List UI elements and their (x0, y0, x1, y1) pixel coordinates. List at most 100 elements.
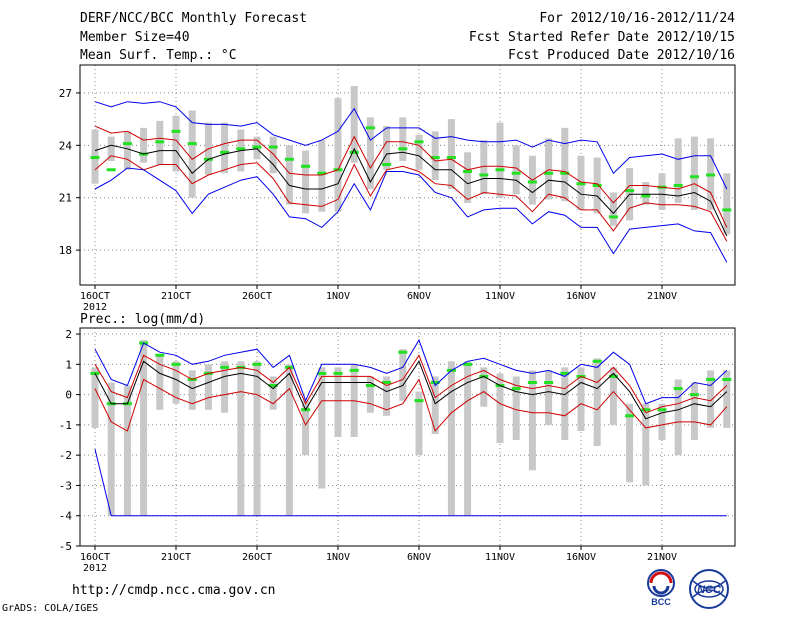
ensemble-median-marker (317, 371, 327, 375)
ensemble-median-marker (463, 362, 473, 366)
temperature-panel-title: Mean Surf. Temp.: °C (80, 48, 237, 63)
ensemble-median-marker (333, 371, 343, 375)
source-url[interactable]: http://cmdp.ncc.cma.gov.cn (72, 583, 276, 598)
ensemble-box (285, 145, 293, 205)
x-year-label: 2012 (83, 302, 107, 313)
x-tick-label: 11NOV (485, 291, 515, 302)
ensemble-median-marker (706, 173, 716, 177)
series-upper-outer (94, 101, 728, 190)
series-lower-inner (94, 378, 728, 432)
x-tick-label: 1NOV (326, 552, 350, 563)
x-tick-label: 21OCT (161, 552, 191, 563)
ensemble-box (302, 400, 310, 456)
ensemble-median-marker (252, 145, 262, 149)
ensemble-median-marker (608, 215, 618, 219)
ensemble-box (480, 140, 488, 195)
ensemble-box (415, 134, 423, 170)
ensemble-box (172, 115, 180, 172)
ensemble-box (480, 367, 488, 407)
series-upper-outer (94, 338, 728, 405)
ensemble-box (674, 138, 682, 203)
plot-frame (79, 327, 736, 547)
ensemble-median-marker (446, 156, 456, 160)
x-tick-label: 16OCT (80, 552, 110, 563)
ensemble-box (140, 127, 148, 163)
y-tick-label: -3 (59, 479, 72, 492)
ensemble-box (350, 85, 358, 163)
ensemble-median-marker (430, 381, 440, 384)
x-year-label: 2012 (83, 563, 107, 574)
ensemble-box (431, 376, 439, 434)
ensemble-box (123, 131, 131, 170)
ensemble-median-marker (625, 189, 635, 193)
ensemble-median-marker (560, 371, 570, 375)
series-lower-outer (94, 167, 728, 263)
ensemble-box (707, 370, 715, 428)
ensemble-box (609, 367, 617, 425)
ensemble-median-marker (382, 381, 392, 384)
ensemble-median-marker (220, 150, 230, 154)
y-tick-label: 2 (65, 328, 72, 341)
ensemble-median-marker (689, 175, 699, 179)
ensemble-median-marker (365, 126, 375, 130)
ensemble-median-marker (511, 387, 521, 391)
ensemble-box (723, 370, 731, 428)
ensemble-median-marker (641, 408, 651, 412)
ensemble-median-marker (365, 384, 375, 388)
ensemble-box (464, 152, 472, 203)
series-upper-inner (94, 354, 728, 414)
ensemble-median-marker (382, 163, 392, 167)
ensemble-box (399, 117, 407, 162)
ensemble-box (626, 403, 634, 483)
ensemble-median-marker (155, 353, 165, 357)
ensemble-median-marker (527, 180, 537, 184)
series-upper-inner (94, 125, 728, 228)
ensemble-box (431, 131, 439, 181)
ensemble-median-marker (317, 171, 327, 175)
ensemble-box (140, 340, 148, 516)
ensemble-median-marker (187, 142, 197, 146)
ensemble-box (188, 370, 196, 410)
series-mean (94, 360, 728, 420)
ensemble-box (334, 98, 342, 212)
ensemble-box (123, 385, 131, 516)
ensemble-box (285, 364, 293, 516)
ensemble-median-marker (722, 208, 732, 212)
y-tick-label: 27 (59, 87, 72, 100)
ensemble-median-marker (527, 381, 537, 384)
ensemble-median-marker (495, 168, 505, 172)
ensemble-box (545, 138, 553, 200)
series-lower-inner (94, 155, 728, 242)
ensemble-box (512, 376, 520, 441)
x-tick-label: 6NOV (407, 291, 431, 302)
ensemble-box (221, 122, 229, 174)
ensemble-box (204, 364, 212, 410)
ensemble-median-marker (544, 171, 554, 175)
x-tick-label: 16OCT (80, 291, 110, 302)
ensemble-box (188, 110, 196, 198)
x-tick-label: 16NOV (566, 552, 596, 563)
ensemble-median-marker (268, 145, 278, 149)
bcc-logo: BCC (647, 569, 675, 607)
ensemble-median-marker (641, 194, 651, 198)
y-tick-label: 24 (59, 139, 73, 152)
ensemble-median-marker (106, 168, 116, 172)
x-tick-label: 11NOV (485, 552, 515, 563)
ensemble-median-marker (90, 156, 100, 160)
ensemble-median-marker (722, 377, 732, 381)
ensemble-median-marker (706, 377, 716, 381)
ensemble-box (690, 382, 698, 441)
ensemble-median-marker (673, 387, 683, 391)
y-tick-label: 21 (59, 192, 72, 205)
forecast-produced-date: Fcst Produced Date 2012/10/16 (508, 48, 735, 63)
chart-title: DERF/NCC/BCC Monthly Forecast (80, 11, 307, 26)
ensemble-box (318, 140, 326, 212)
ensemble-box (561, 127, 569, 202)
y-tick-label: -5 (59, 540, 72, 553)
x-tick-label: 1NOV (326, 291, 350, 302)
x-tick-label: 21OCT (161, 291, 191, 302)
plot-frame (79, 64, 736, 286)
ensemble-median-marker (414, 399, 424, 403)
panel-precipitation: -5 -4 -3 -2 -1 0 1 2 16OCT 21OCT 26OCT 1NOV 6NOV 11NO… (59, 327, 736, 574)
ensemble-box (172, 361, 180, 404)
